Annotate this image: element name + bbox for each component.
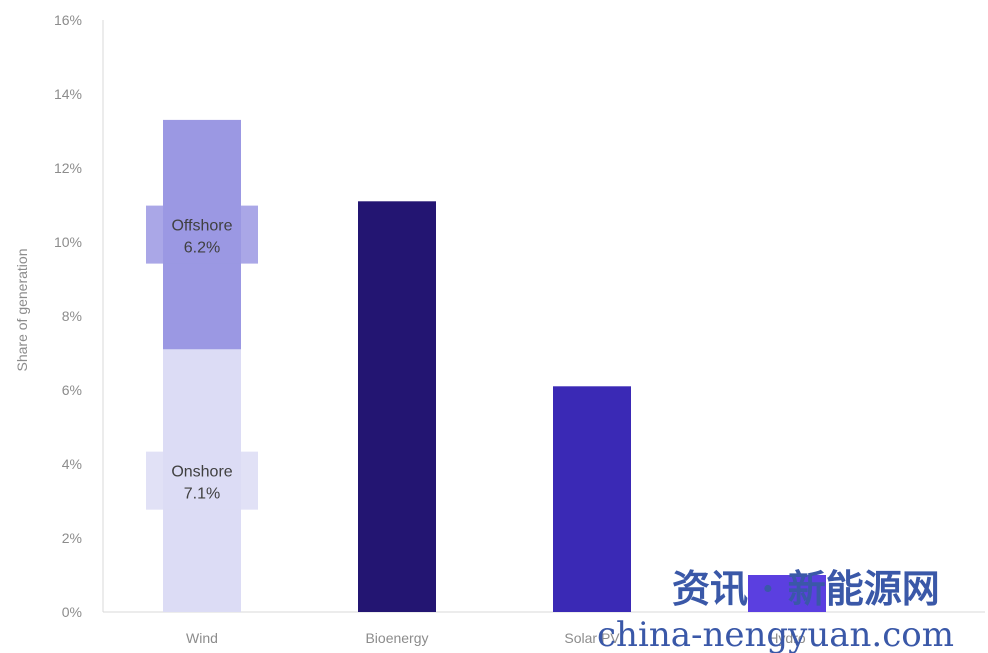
- y-tick-label: 6%: [62, 382, 82, 398]
- segment-label: Offshore: [171, 218, 232, 235]
- watermark-url: china-nengyuan.com: [597, 615, 954, 653]
- segment-label-box: [146, 205, 258, 264]
- segment-labels: Onshore 7.1% Offshore 6.2%: [146, 205, 258, 510]
- y-tick-label: 10%: [54, 234, 82, 250]
- bar: [553, 386, 631, 612]
- bars: [163, 119, 826, 613]
- watermark-chinese: 资讯 · 新能源网: [672, 566, 940, 611]
- x-tick-label: Hydro: [768, 630, 806, 646]
- x-tick-label: Solar PV: [564, 630, 620, 646]
- y-tick-label: 12%: [54, 160, 82, 176]
- y-tick-labels: 0% 2% 4% 6% 8% 10% 12% 14% 16%: [54, 12, 82, 620]
- y-tick-label: 4%: [62, 456, 82, 472]
- segment-label-box: [146, 451, 258, 510]
- y-tick-label: 8%: [62, 308, 82, 324]
- x-tick-label: Bioenergy: [365, 630, 428, 646]
- y-tick-label: 2%: [62, 530, 82, 546]
- x-tick-label: Wind: [186, 630, 218, 646]
- y-axis-label: Share of generation: [14, 249, 30, 372]
- bar: [748, 575, 826, 612]
- y-tick-label: 16%: [54, 12, 82, 28]
- watermark: 资讯 · 新能源网 china-nengyuan.com: [597, 566, 954, 653]
- segment-label: 6.2%: [184, 240, 220, 257]
- bar: [358, 201, 436, 613]
- segment-label: Onshore: [171, 464, 232, 481]
- segment-label: 7.1%: [184, 486, 220, 503]
- x-tick-labels: Wind Bioenergy Solar PV Hydro: [186, 630, 806, 646]
- y-tick-label: 0%: [62, 604, 82, 620]
- y-tick-label: 14%: [54, 86, 82, 102]
